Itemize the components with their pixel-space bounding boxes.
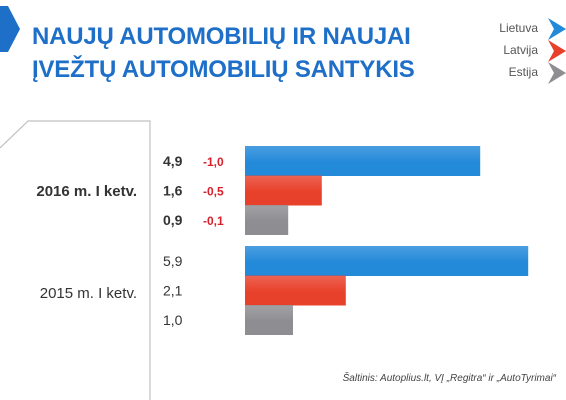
chart-title-line-1: NAUJŲ AUTOMOBILIŲ IR NAUJAI — [32, 23, 411, 50]
bar-estija-2015 — [245, 305, 293, 335]
title-chevron-icon — [0, 6, 20, 52]
value-label-lietuva-2016: 4,9 — [163, 153, 183, 169]
source-note: Šaltinis: Autoplius.lt, VĮ „Regitra“ ir … — [342, 373, 556, 384]
bar-lietuva-2016 — [245, 146, 481, 176]
legend-label-estija: Estija — [508, 65, 538, 79]
bar-latvija-2015 — [245, 275, 346, 306]
value-label-estija-2015: 1,0 — [163, 312, 183, 328]
bar-lietuva-2015 — [245, 246, 529, 276]
chevron-right-icon — [548, 40, 566, 62]
change-label-estija-2016: -0,1 — [203, 214, 224, 228]
value-label-latvija-2016: 1,6 — [163, 183, 183, 199]
chart-legend: Lietuva Latvija Estija — [446, 18, 566, 86]
legend-item-latvija: Latvija — [446, 40, 566, 64]
decorative-frame-line — [0, 120, 151, 400]
category-label-2016-m-i-ketv: 2016 m. I ketv. — [36, 183, 137, 200]
chart-title: NAUJŲ AUTOMOBILIŲ IR NAUJAI ĮVEŽTŲ AUTOM… — [32, 20, 415, 86]
chevron-right-icon — [548, 18, 566, 40]
change-label-latvija-2016: -0,5 — [203, 185, 224, 199]
change-label-lietuva-2016: -1,0 — [203, 155, 224, 169]
legend-item-lietuva: Lietuva — [446, 18, 566, 42]
category-label-2015-m-i-ketv: 2015 m. I ketv. — [40, 285, 137, 302]
value-label-lietuva-2015: 5,9 — [163, 253, 183, 269]
chevron-right-icon — [548, 62, 566, 84]
bar-estija-2016 — [245, 205, 289, 235]
legend-item-estija: Estija — [446, 62, 566, 86]
legend-label-lietuva: Lietuva — [499, 21, 538, 35]
bar-latvija-2016 — [245, 175, 322, 206]
value-label-estija-2016: 0,9 — [163, 212, 183, 228]
value-label-latvija-2015: 2,1 — [163, 283, 183, 299]
chart-title-line-2: ĮVEŽTŲ AUTOMOBILIŲ SANTYKIS — [32, 56, 415, 83]
legend-label-latvija: Latvija — [503, 43, 538, 57]
